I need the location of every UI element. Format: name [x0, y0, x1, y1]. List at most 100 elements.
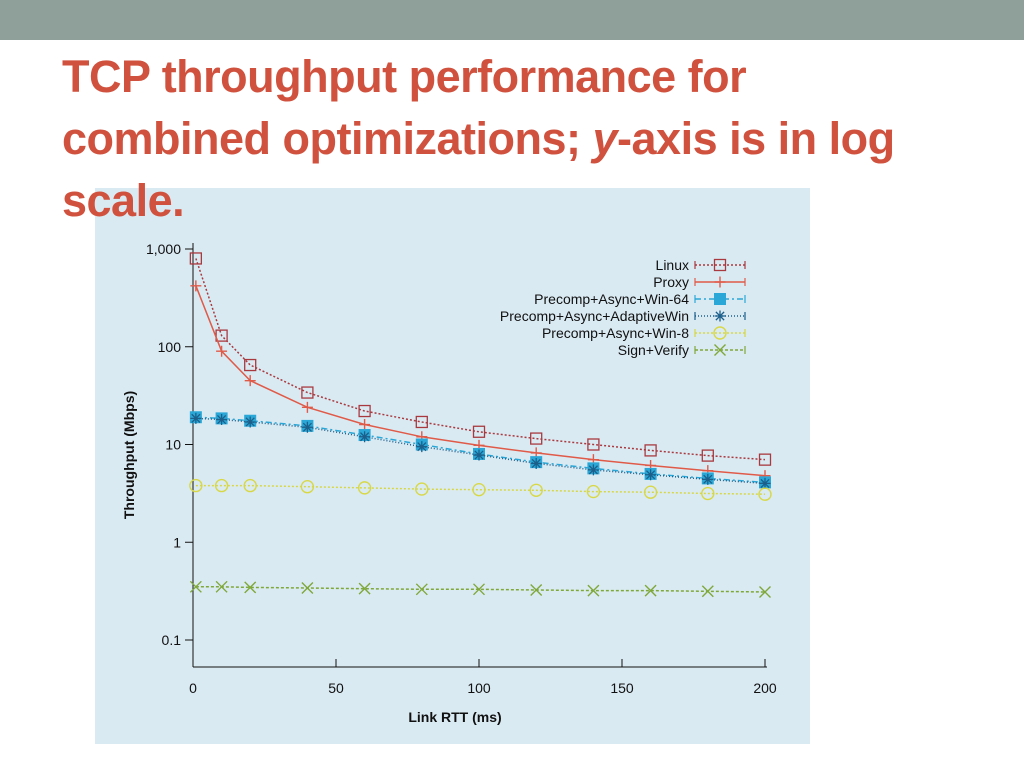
legend-label: Linux [656, 257, 689, 273]
x-tick-label: 0 [189, 680, 197, 696]
series-line [195, 258, 766, 461]
data-point [587, 438, 600, 451]
legend-label: Precomp+Async+Win-8 [542, 325, 689, 341]
legend-marker [714, 293, 726, 305]
data-point [244, 581, 257, 594]
data-point [644, 584, 657, 597]
series-line [195, 417, 766, 485]
legend-label: Precomp+Async+Win-64 [534, 291, 689, 307]
legend-errorbar-caps [694, 261, 746, 269]
legend-marker [713, 326, 727, 340]
legend-item: Linux [656, 257, 746, 273]
legend-errorbar-caps [694, 312, 746, 320]
series-2 [189, 411, 771, 489]
series-layer [189, 252, 772, 598]
data-point [587, 464, 599, 476]
legend-errorbar-caps [694, 346, 746, 354]
x-axis-title: Link RTT (ms) [408, 709, 501, 725]
legend-item: Precomp+Async+Win-8 [542, 325, 746, 341]
data-point [529, 483, 543, 497]
y-tick-label: 1 [173, 534, 181, 550]
data-point [415, 482, 429, 496]
data-point [645, 469, 657, 481]
y-tick-label: 1,000 [146, 241, 181, 257]
axes: 0.1 1 10 100 1,000 0 50 100 150 200 [146, 241, 777, 696]
y-tick-label: 100 [158, 339, 182, 355]
data-point [586, 484, 601, 499]
legend-marker [714, 310, 726, 322]
series-line [195, 285, 766, 477]
data-point [189, 478, 203, 493]
data-point [530, 583, 543, 596]
legend-label: Sign+Verify [618, 342, 689, 358]
data-point [644, 444, 657, 457]
series-3 [190, 412, 771, 489]
data-point [358, 582, 371, 595]
legend: LinuxProxyPrecomp+Async+Win-64Precomp+As… [500, 257, 746, 358]
data-point [214, 478, 229, 493]
legend-errorbar-caps [694, 329, 746, 337]
data-point [701, 449, 714, 462]
data-point [702, 473, 714, 485]
legend-marker [714, 344, 726, 356]
data-point [358, 404, 371, 418]
data-point [216, 345, 228, 357]
data-point [359, 431, 371, 443]
data-point [416, 441, 428, 453]
data-point [301, 582, 314, 595]
legend-marker [714, 276, 726, 288]
legend-item: Precomp+Async+AdaptiveWin [500, 308, 746, 324]
data-point [530, 432, 543, 445]
slide-title-part-1: TCP throughput performance for combined … [62, 51, 747, 164]
data-point [472, 425, 486, 438]
x-tick-label: 100 [467, 680, 491, 696]
legend-errorbar-caps [694, 295, 746, 303]
data-point [190, 280, 202, 292]
data-point [301, 421, 313, 433]
data-point [243, 478, 257, 493]
legend-item: Proxy [653, 274, 746, 290]
slide-title-italic: y [592, 113, 618, 164]
data-point [473, 583, 485, 596]
top-bar [0, 0, 1024, 40]
x-tick-label: 150 [610, 680, 634, 696]
data-point [216, 414, 228, 426]
legend-label: Proxy [653, 274, 689, 290]
legend-label: Precomp+Async+AdaptiveWin [500, 308, 689, 324]
data-point [415, 583, 428, 596]
y-tick-label: 0.1 [162, 632, 182, 648]
series-line [195, 416, 766, 484]
data-point [301, 401, 313, 413]
data-point [300, 480, 315, 494]
data-point [189, 252, 203, 265]
data-point [701, 486, 715, 501]
data-point [472, 482, 486, 497]
data-point [189, 580, 202, 593]
data-point [587, 584, 600, 597]
series-4 [189, 478, 772, 501]
legend-item: Sign+Verify [618, 342, 746, 358]
data-point [530, 457, 542, 469]
data-point [244, 375, 256, 387]
series-0 [189, 252, 772, 466]
slide-title: TCP throughput performance for combined … [62, 46, 962, 232]
series-5 [189, 580, 771, 598]
series-1 [190, 280, 771, 482]
legend-errorbar-caps [694, 278, 746, 286]
data-point [190, 412, 202, 424]
y-tick-label: 10 [165, 437, 181, 453]
x-tick-label: 200 [753, 680, 777, 696]
data-point [758, 453, 772, 466]
data-point [759, 477, 771, 489]
data-point [244, 358, 257, 372]
data-point [244, 416, 256, 428]
slide-title-part-2: -axis is in log scale. [62, 113, 895, 226]
data-point [359, 419, 371, 431]
data-point [357, 481, 372, 495]
data-point [473, 449, 485, 461]
data-point [643, 485, 658, 499]
data-point [758, 487, 772, 501]
data-point [701, 585, 714, 598]
series-line [195, 484, 766, 495]
